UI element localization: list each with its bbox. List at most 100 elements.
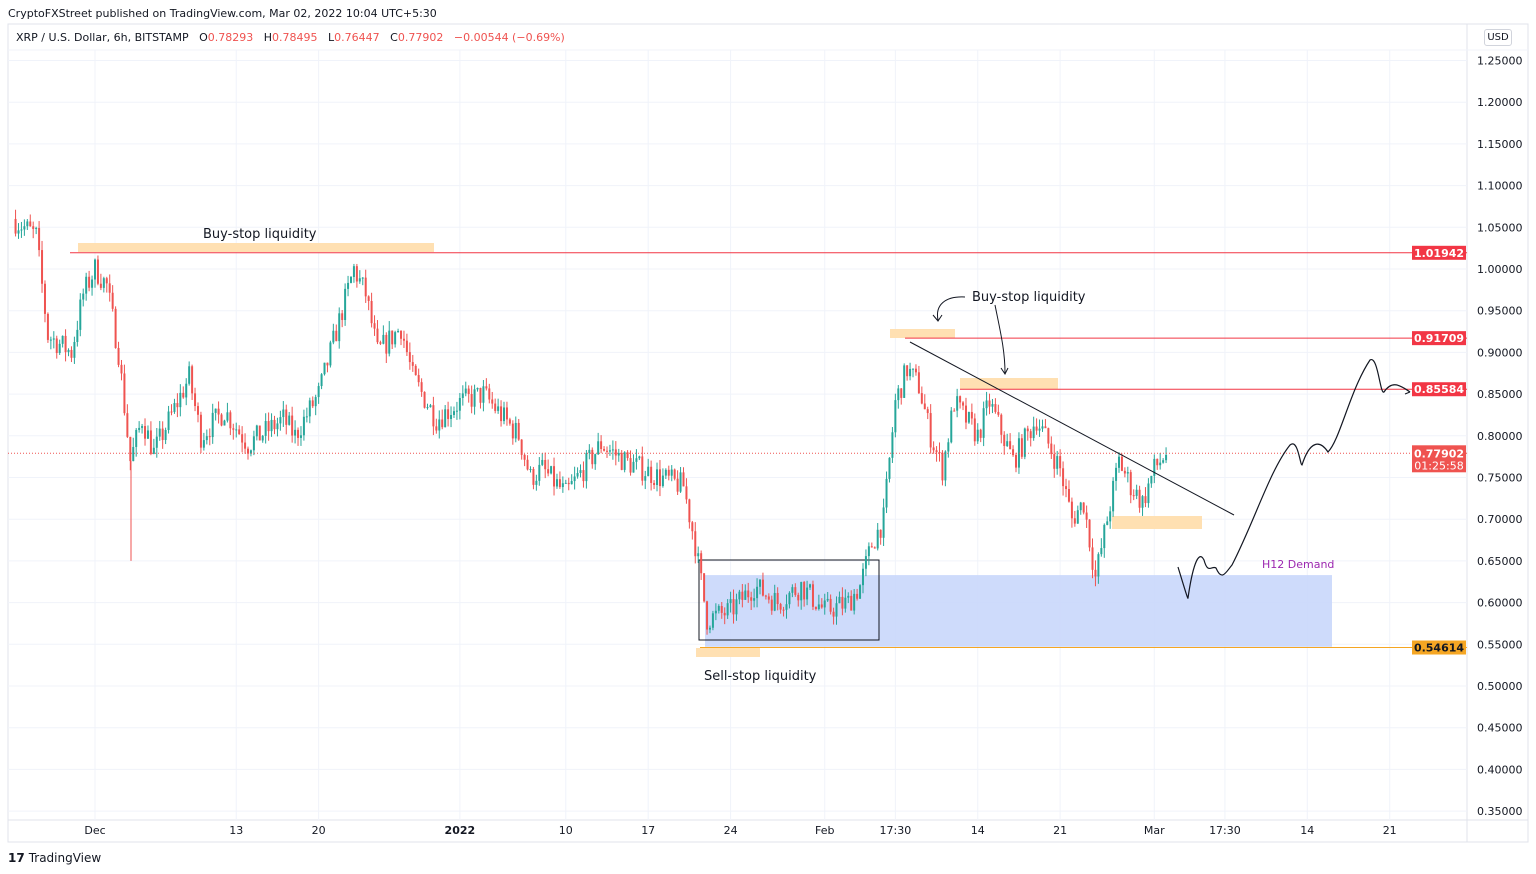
candle-body xyxy=(1123,470,1126,474)
candle-body xyxy=(859,585,862,599)
candle-body xyxy=(988,400,991,407)
candle-body xyxy=(538,464,541,481)
candle-body xyxy=(1006,441,1009,447)
candle-body xyxy=(920,393,923,404)
candle-body xyxy=(611,449,614,451)
y-tick-label: 1.25000 xyxy=(1477,55,1523,68)
candle-body xyxy=(547,469,550,474)
candle-body xyxy=(500,406,503,422)
candle-body xyxy=(152,447,155,454)
candle-body xyxy=(970,411,973,419)
chart-frame xyxy=(7,23,1529,843)
candle-body xyxy=(564,482,567,484)
candle-body xyxy=(29,221,32,227)
candle-body xyxy=(135,429,138,447)
candle-body xyxy=(844,597,847,609)
candle-body xyxy=(1147,483,1150,504)
candle-body xyxy=(1132,495,1135,497)
candle-body xyxy=(370,300,373,324)
candle-body xyxy=(841,596,844,609)
candle-body xyxy=(38,227,41,251)
candle-body xyxy=(397,330,400,333)
candle-body xyxy=(770,599,773,611)
candle-body xyxy=(962,402,965,406)
candle-body xyxy=(420,382,423,392)
candle-body xyxy=(1150,475,1153,484)
candle-body xyxy=(838,596,841,604)
tradingview-logo-icon: 𝟭𝟳 xyxy=(8,851,25,865)
candle-body xyxy=(903,365,906,398)
y-tick-label: 0.45000 xyxy=(1477,722,1523,735)
candle-body xyxy=(561,483,564,488)
candle-body xyxy=(179,392,182,408)
candle-body xyxy=(235,429,238,431)
candle-body xyxy=(55,338,58,354)
candle-body xyxy=(347,282,350,289)
buy-stop-label-1: Buy-stop liquidity xyxy=(203,227,317,242)
candle-body xyxy=(1153,458,1156,476)
candle-body xyxy=(452,411,455,415)
candle-body xyxy=(196,406,199,415)
candle-body xyxy=(326,362,329,366)
candle-body xyxy=(414,365,417,376)
candle-body xyxy=(932,447,935,451)
candle-body xyxy=(529,468,532,470)
candle-body xyxy=(238,429,241,435)
candle-body xyxy=(1056,456,1059,469)
candle-body xyxy=(594,454,597,465)
y-tick-label: 0.50000 xyxy=(1477,680,1523,693)
candle-body xyxy=(35,227,38,229)
candle-body xyxy=(149,430,152,454)
candle-body xyxy=(956,396,959,411)
candle-body xyxy=(585,453,588,482)
currency-button[interactable]: USD xyxy=(1484,29,1512,46)
x-tick-label: 21 xyxy=(1383,824,1397,837)
candle-body xyxy=(144,426,147,439)
candle-body xyxy=(1044,426,1047,429)
candle-body xyxy=(1032,426,1035,439)
candle-body xyxy=(194,393,197,407)
candle-body xyxy=(647,466,650,477)
candle-body xyxy=(917,372,920,394)
tradingview-brand[interactable]: 𝟭𝟳 TradingView xyxy=(8,851,101,865)
candle-body xyxy=(26,221,29,227)
candle-body xyxy=(164,430,167,441)
x-tick-label: Dec xyxy=(84,824,105,837)
candle-body xyxy=(211,412,214,438)
y-tick-label: 1.10000 xyxy=(1477,180,1523,193)
candle-body xyxy=(67,349,70,353)
consolidation-box xyxy=(698,559,880,641)
candle-body xyxy=(629,458,632,473)
candle-body xyxy=(1082,502,1085,513)
candle-body xyxy=(64,335,67,353)
candle-body xyxy=(953,410,956,412)
candle-body xyxy=(847,595,850,598)
candle-body xyxy=(505,407,508,420)
candle-body xyxy=(32,226,35,229)
candle-body xyxy=(853,593,856,611)
candle-body xyxy=(1100,548,1103,555)
candle-body xyxy=(382,334,385,344)
candle-body xyxy=(641,456,644,481)
candle-body xyxy=(658,469,661,487)
candle-body xyxy=(1038,428,1041,431)
candle-body xyxy=(91,279,94,288)
candle-body xyxy=(323,362,326,375)
candle-body xyxy=(1000,414,1003,435)
candle-body xyxy=(1165,454,1168,461)
candle-body xyxy=(185,383,188,398)
candle-body xyxy=(764,595,767,597)
candle-body xyxy=(1029,431,1032,439)
candle-body xyxy=(229,412,232,429)
x-tick-label: 10 xyxy=(559,824,573,837)
candle-body xyxy=(441,419,444,428)
candle-body xyxy=(352,266,355,277)
candle-body xyxy=(708,627,711,630)
y-tick-label: 1.15000 xyxy=(1477,138,1523,151)
candle-body xyxy=(891,432,894,458)
candle-body xyxy=(555,479,558,487)
candle-body xyxy=(176,403,179,408)
candle-body xyxy=(320,374,323,387)
candle-body xyxy=(959,396,962,403)
